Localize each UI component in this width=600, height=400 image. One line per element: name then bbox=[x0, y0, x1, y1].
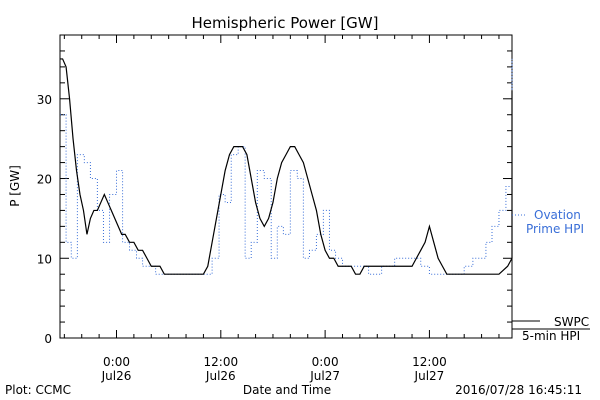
y-tick-label: 0 bbox=[44, 332, 52, 346]
legend-ovation-label-1: Ovation bbox=[534, 208, 581, 222]
legend-ovation-label-2: Prime HPI bbox=[526, 222, 584, 236]
legend-ovation: Ovation Prime HPI bbox=[512, 208, 584, 236]
series-swpc-line bbox=[60, 58, 513, 275]
y-tick-label: 30 bbox=[37, 93, 52, 107]
x-axis-label: Date and Time bbox=[243, 383, 331, 397]
x-tick-date-label: Jul26 bbox=[205, 369, 236, 383]
legend-swpc-label-2: 5-min HPI bbox=[522, 329, 580, 343]
plot-frame bbox=[59, 34, 513, 339]
chart-title: Hemispheric Power [GW] bbox=[192, 14, 379, 32]
series-ovation-line bbox=[60, 58, 513, 275]
legend-swpc-label-1: SWPC bbox=[554, 315, 589, 329]
y-axis-label: P [GW] bbox=[8, 165, 22, 207]
y-tick-label: 20 bbox=[37, 173, 52, 187]
legend-swpc: SWPC 5-min HPI bbox=[512, 315, 590, 343]
x-tick-time-label: 0:00 bbox=[312, 355, 339, 369]
y-axis: 0 10 20 30 bbox=[37, 34, 512, 346]
x-tick-time-label: 12:00 bbox=[412, 355, 447, 369]
x-tick-date-label: Jul26 bbox=[101, 369, 132, 383]
x-tick-time-label: 12:00 bbox=[204, 355, 239, 369]
footer-source: Plot: CCMC bbox=[5, 383, 71, 397]
footer-timestamp: 2016/07/28 16:45:11 bbox=[455, 383, 582, 397]
y-tick-label: 10 bbox=[37, 252, 52, 266]
x-tick-date-label: Jul27 bbox=[414, 369, 445, 383]
x-tick-date-label: Jul27 bbox=[309, 369, 340, 383]
series-layer bbox=[60, 58, 513, 275]
x-tick-time-label: 0:00 bbox=[103, 355, 130, 369]
